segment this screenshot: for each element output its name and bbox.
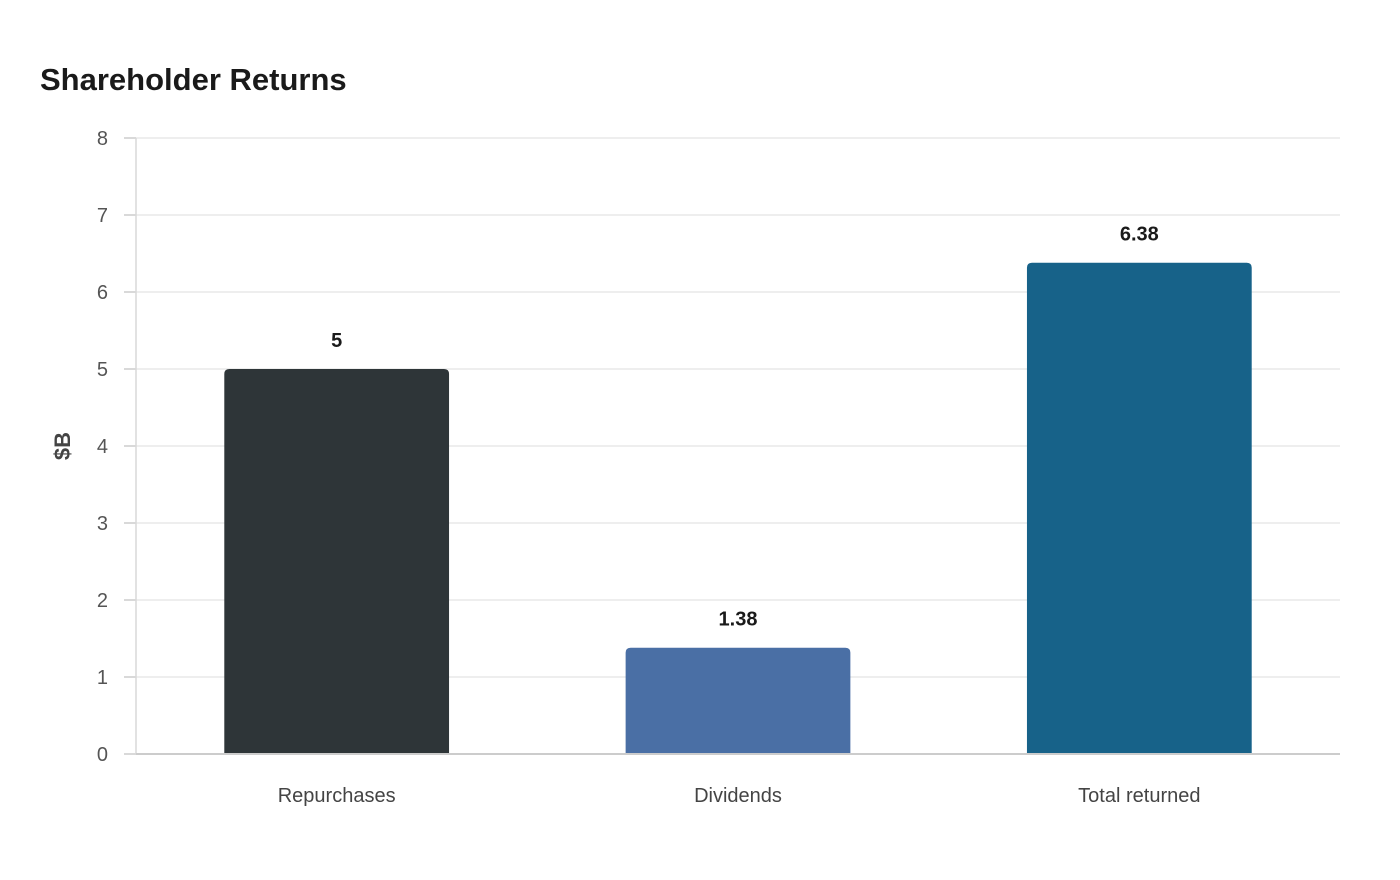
y-tick-label: 4 [97, 436, 108, 458]
bar-dividends [625, 647, 851, 754]
data-label: 5 [331, 330, 342, 352]
axes [124, 137, 137, 755]
y-tick-label: 1 [97, 667, 108, 689]
bars [224, 262, 1252, 754]
x-tick-label: Dividends [694, 785, 782, 807]
y-tick-label: 5 [97, 359, 108, 381]
chart-title: Shareholder Returns [40, 62, 347, 97]
y-tick-label: 7 [97, 205, 108, 227]
x-tick-label: Total returned [1078, 785, 1200, 807]
y-axis-title: $B [50, 432, 75, 460]
y-tick-label: 3 [97, 513, 108, 535]
labels: 0 1 2 3 4 5 6 7 8 5 Repurchases 1.38 Dividends 6.38 To… [97, 128, 1340, 807]
data-label: 6.38 [1120, 224, 1159, 246]
y-tick-label: 8 [97, 128, 108, 150]
x-tick-label: Repurchases [278, 785, 396, 807]
y-tick-label: 6 [97, 282, 108, 304]
y-tick-label: 2 [97, 590, 108, 612]
bar-total-returned [1026, 262, 1252, 754]
data-label: 1.38 [719, 609, 758, 631]
bar-repurchases [224, 369, 450, 754]
y-tick-label: 0 [97, 744, 108, 766]
